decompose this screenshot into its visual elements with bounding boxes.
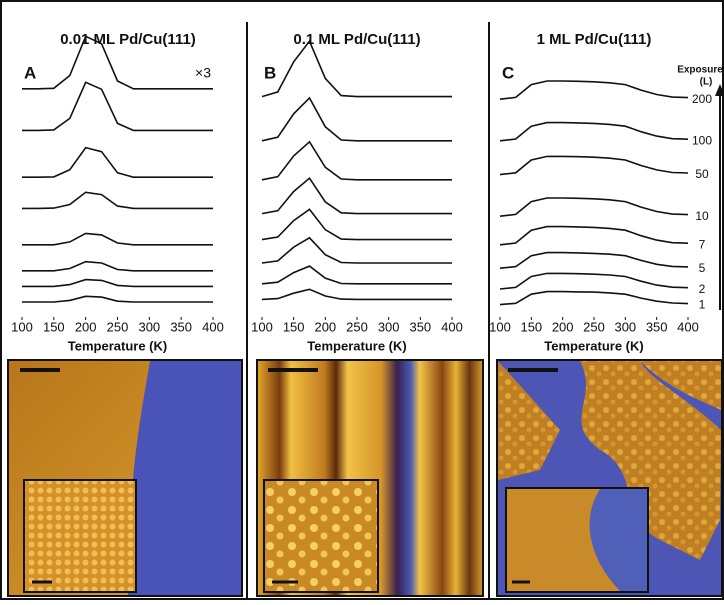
trace [500,253,688,269]
x-tick-label: 300 [378,319,400,334]
trace [262,238,452,263]
trace [262,178,452,213]
x-tick-label: 150 [520,319,542,334]
trace [22,233,213,244]
exposure-label: 1 [699,298,706,312]
panel-title: 1 ML Pd/Cu(111) [537,31,652,48]
exposure-label: 200 [692,92,712,106]
trace [262,142,452,180]
trace [500,198,688,216]
panel-label: C [502,63,514,82]
x-tick-label: 400 [202,319,224,334]
exposure-label: 2 [699,282,706,296]
x-tick-label: 400 [441,319,463,334]
x-tick-label: 300 [614,319,636,334]
trace [22,280,213,287]
exposure-title: Exposure [677,65,723,76]
annotation: ×3 [195,65,211,81]
trace [22,262,213,271]
x-tick-label: 350 [646,319,668,334]
x-tick-label: 100 [489,319,511,334]
trace [262,41,452,96]
panel-title: 0.01 ML Pd/Cu(111) [60,31,196,48]
x-axis-label: Temperature (K) [68,338,167,353]
trace [262,98,452,141]
x-tick-label: 250 [583,319,605,334]
trace [22,148,213,178]
trace [22,192,213,208]
trace [500,273,688,289]
x-tick-label: 200 [314,319,336,334]
exposure-label: 50 [695,167,709,181]
trace [22,296,213,302]
x-tick-label: 200 [75,319,97,334]
stm-image-a [8,360,242,596]
trace [262,289,452,299]
panel-label: B [264,63,276,82]
stm-image-c [497,360,722,596]
x-tick-label: 350 [170,319,192,334]
exposure-label: 5 [699,261,706,275]
exposure-label: 10 [695,209,709,223]
x-tick-label: 200 [552,319,574,334]
x-tick-label: 150 [283,319,305,334]
x-axis-label: Temperature (K) [544,338,643,353]
trace [500,123,688,141]
x-tick-label: 250 [346,319,368,334]
x-tick-label: 400 [677,319,699,334]
trace [500,156,688,174]
figure: Exposure (L) 1001502002503003504000.01 M… [0,0,724,600]
x-tick-label: 250 [107,319,129,334]
stm-image-b [257,360,483,596]
exposure-unit: (L) [700,77,713,88]
exposure-label: 7 [699,237,706,251]
x-tick-label: 300 [138,319,160,334]
panel-label: A [24,63,36,82]
x-tick-label: 350 [409,319,431,334]
x-tick-label: 100 [11,319,33,334]
trace [500,81,688,99]
x-axis-label: Temperature (K) [307,338,406,353]
trace [500,227,688,245]
trace [500,292,688,305]
trace [262,266,452,284]
panel-title: 0.1 ML Pd/Cu(111) [293,31,420,48]
x-tick-label: 100 [251,319,273,334]
x-tick-label: 150 [43,319,65,334]
exposure-label: 100 [692,133,712,147]
